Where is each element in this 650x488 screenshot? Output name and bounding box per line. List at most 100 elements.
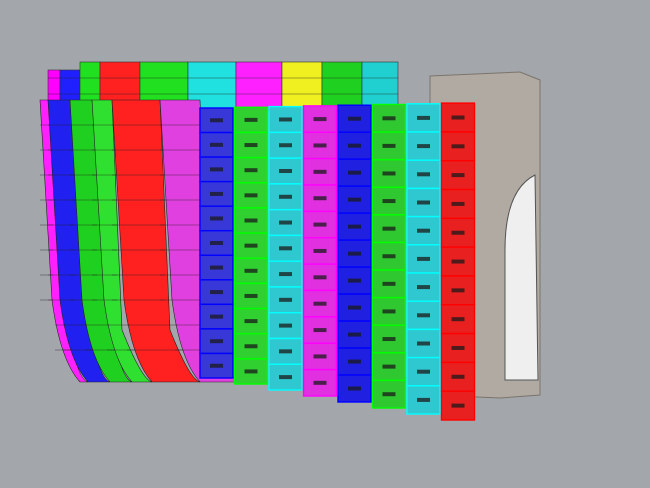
front-panel: [337, 212, 372, 241]
front-panel: [233, 358, 269, 385]
panel-tag: [382, 392, 396, 397]
panel-tag: [244, 193, 258, 198]
panel-tag: [279, 272, 292, 277]
panel-tag: [382, 143, 396, 148]
panel-tag: [210, 142, 223, 147]
panel-tag: [244, 218, 258, 223]
panel-tag: [313, 222, 327, 227]
panel-tag: [417, 369, 430, 374]
front-panel: [440, 217, 476, 248]
panel-tag: [417, 144, 430, 149]
panel-tag: [417, 313, 430, 318]
back-panel: [235, 61, 283, 111]
panel-tag: [210, 241, 223, 245]
front-panel: [406, 159, 441, 190]
panel-tag: [244, 243, 258, 248]
panel-tag: [210, 265, 223, 270]
front-panel: [337, 293, 372, 322]
front-panel-columns: [199, 102, 476, 421]
back-panel: [281, 61, 323, 111]
panel-cell: [371, 352, 407, 382]
panel-tag: [451, 403, 465, 408]
front-panel: [268, 234, 303, 262]
panel-tag: [244, 168, 258, 173]
panel-tag: [210, 216, 223, 221]
panel-tag: [417, 256, 430, 261]
panel-tag: [210, 314, 223, 319]
front-panel: [268, 363, 303, 391]
back-panel: [361, 61, 399, 111]
front-panel: [302, 263, 338, 292]
panel-tag: [279, 375, 292, 380]
front-panel: [199, 230, 234, 256]
front-panel: [406, 272, 441, 302]
front-panel: [268, 337, 303, 365]
front-panel: [199, 303, 234, 330]
panel-cell: [268, 260, 303, 288]
front-panel: [268, 312, 303, 340]
front-panel: [440, 131, 476, 162]
panel-tag: [244, 143, 258, 148]
panel-tag: [348, 386, 361, 391]
front-panel: [337, 158, 372, 187]
front-panel: [440, 390, 476, 421]
panel-tag: [210, 290, 223, 295]
front-panel: [233, 182, 269, 209]
panel-tag: [382, 364, 396, 369]
front-panel: [233, 232, 269, 259]
front-panel: [268, 260, 303, 288]
front-panel: [302, 316, 338, 344]
panel-cell: [337, 266, 372, 295]
front-panel: [233, 282, 269, 310]
front-panel: [406, 385, 441, 415]
front-panel: [371, 186, 407, 216]
front-panel: [440, 275, 476, 306]
front-panel: [199, 352, 234, 379]
front-panel: [406, 103, 441, 133]
front-panel: [337, 104, 372, 133]
panel-tag: [279, 143, 292, 148]
panel-tag: [244, 268, 258, 273]
front-panel: [406, 187, 441, 218]
side-panel-strip: [91, 99, 153, 383]
front-panel: [233, 257, 269, 285]
panel-cell: [268, 183, 303, 211]
panel-tag: [451, 115, 465, 120]
panel-tag: [210, 363, 223, 368]
panel-tag: [451, 288, 465, 293]
panel-tag: [313, 380, 327, 385]
panel-tag: [313, 354, 327, 359]
panel-tag: [417, 200, 430, 205]
front-panel: [302, 237, 338, 265]
panel-tag: [313, 275, 327, 280]
front-panel: [337, 185, 372, 214]
panel-tag: [279, 194, 292, 199]
panel-tag: [417, 285, 430, 290]
front-panel: [371, 269, 407, 299]
front-panel: [337, 131, 372, 160]
front-panel: [302, 157, 338, 186]
front-panel: [199, 328, 234, 355]
panel-tag: [313, 328, 327, 333]
panel-tag: [210, 191, 223, 196]
front-panel: [268, 105, 303, 134]
front-panel: [337, 266, 372, 295]
front-panel: [199, 205, 234, 232]
panel-tag: [210, 118, 223, 123]
panel-tag: [313, 248, 327, 253]
front-panel: [268, 157, 303, 185]
panel-tag: [313, 143, 327, 148]
panel-tag: [451, 374, 465, 379]
panel-tag: [244, 319, 258, 324]
panel-tag: [382, 116, 396, 121]
front-panel: [371, 352, 407, 382]
side-panel-strip: [111, 99, 201, 383]
panel-tag: [382, 226, 396, 231]
front-panel: [199, 254, 234, 281]
panel-tag: [244, 293, 258, 298]
front-panel: [406, 131, 441, 161]
panel-tag: [348, 116, 361, 121]
panel-tag: [348, 359, 361, 364]
gray-arch-opening: [504, 174, 539, 381]
